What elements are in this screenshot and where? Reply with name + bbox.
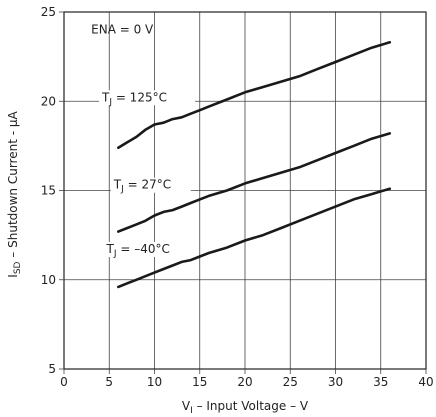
x-tick-label: 10 [147, 375, 162, 389]
x-axis-title: VI – Input Voltage – V [182, 399, 309, 416]
x-tick-label: 30 [328, 375, 343, 389]
series-label-2: TJ = –40°C [106, 242, 170, 259]
x-tick-label: 35 [373, 375, 388, 389]
series-label-rest: = 27°C [124, 178, 171, 192]
x-tick-label: 20 [237, 375, 252, 389]
x-axis-title-rest: – Input Voltage – V [193, 399, 309, 413]
y-tick-label: 5 [48, 362, 56, 376]
x-axis-title-sub: I [190, 406, 193, 416]
series-label-background [103, 241, 188, 257]
series-label-0: TJ = 125°C [101, 90, 167, 107]
y-tick-label: 25 [41, 5, 56, 19]
series-label-sub: J [113, 249, 117, 259]
x-axis-title-main: V [182, 399, 191, 413]
series-label-1: TJ = 27°C [113, 178, 171, 195]
x-tick-label: 5 [105, 375, 113, 389]
y-tick-label: 15 [41, 184, 56, 198]
series-line-1 [117, 132, 392, 233]
x-tick-label: 40 [418, 375, 433, 389]
label-layer: TJ = 125°CTJ = 27°CTJ = –40°C [99, 90, 196, 259]
x-tick-label: 25 [283, 375, 298, 389]
series-label-sub: J [120, 185, 124, 195]
series-label-rest: = 125°C [112, 90, 167, 104]
y-axis-title: ISD – Shutdown Current - μA [6, 110, 23, 277]
series-label-main: T [101, 90, 110, 104]
x-tick-label: 0 [60, 375, 68, 389]
y-axis-title-rest: – Shutdown Current - μA [6, 110, 20, 261]
series-label-main: T [106, 242, 115, 256]
y-tick-label: 10 [41, 273, 56, 287]
y-axis-title-sub: SD [13, 261, 23, 274]
y-axis-title-main: I [6, 274, 20, 278]
series-label-background [99, 90, 196, 106]
series-line-0 [117, 40, 392, 149]
x-tick-label: 15 [192, 375, 207, 389]
series-label-background [110, 177, 191, 193]
series-label-sub: J [108, 97, 112, 107]
y-tick-label: 20 [41, 94, 56, 108]
series-label-main: T [113, 178, 122, 192]
series-layer [117, 40, 392, 289]
ena-annotation: ENA = 0 V [91, 22, 154, 36]
series-label-rest: = –40°C [117, 242, 170, 256]
series-line-2 [117, 187, 392, 289]
